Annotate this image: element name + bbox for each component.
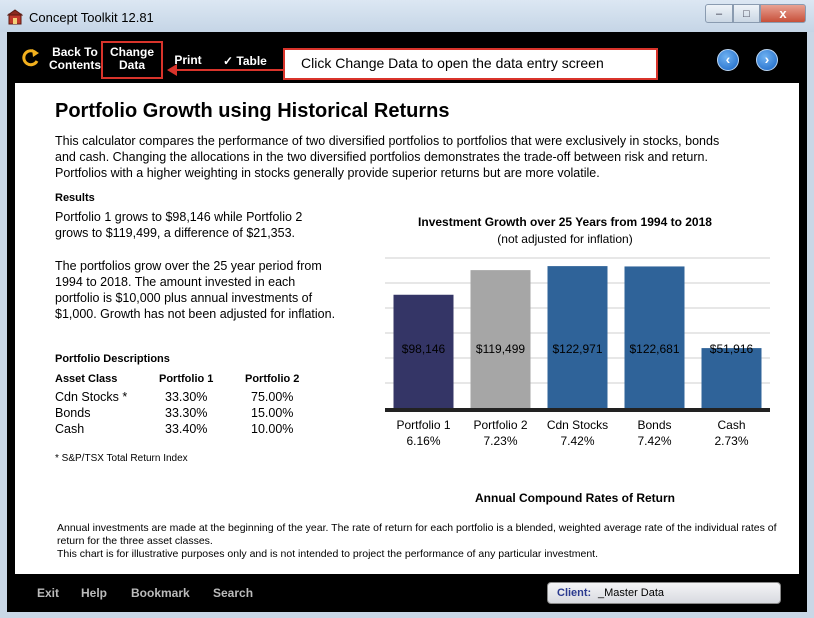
window-title: Concept Toolkit 12.81 bbox=[29, 10, 154, 25]
intro-paragraph: This calculator compares the performance… bbox=[55, 134, 720, 180]
table-row: Bonds 33.30% 15.00% bbox=[55, 405, 325, 421]
chart-x-axis-label: Annual Compound Rates of Return bbox=[475, 491, 675, 505]
table-toggle[interactable]: ✓ Table bbox=[223, 55, 273, 68]
chevron-left-icon: ‹ bbox=[725, 51, 731, 67]
help-button[interactable]: Help bbox=[81, 586, 108, 600]
rate-label: 7.23% bbox=[483, 434, 517, 448]
minimize-button[interactable]: – bbox=[705, 4, 733, 23]
app-icon bbox=[7, 9, 23, 25]
window-controls: – □ x bbox=[705, 4, 808, 23]
instruction-callout: Click Change Data to open the data entry… bbox=[283, 48, 658, 80]
chevron-right-icon: › bbox=[764, 51, 770, 67]
bar-value-label: $51,916 bbox=[710, 342, 754, 356]
disclaimer-line-2: This chart is for illustrative purposes … bbox=[57, 548, 599, 560]
bar-value-label: $98,146 bbox=[402, 342, 446, 356]
chart-bar bbox=[393, 294, 454, 408]
footnote: * S&P/TSX Total Return Index bbox=[55, 453, 188, 464]
table-header-portfolio-1: Portfolio 1 bbox=[159, 373, 214, 385]
client-value: _Master Data bbox=[598, 587, 665, 599]
table-cell: Bonds bbox=[55, 406, 91, 420]
checkmark-icon: ✓ bbox=[223, 54, 234, 68]
table-cell: Cdn Stocks * bbox=[55, 390, 128, 404]
chart-bar bbox=[470, 270, 531, 408]
callout-arrow-icon bbox=[167, 64, 283, 76]
results-heading: Results bbox=[55, 192, 95, 204]
rate-label: 2.73% bbox=[714, 434, 748, 448]
bottom-bar: Exit Help Bookmark Search Client: _Maste… bbox=[7, 574, 807, 612]
table-header-portfolio-2: Portfolio 2 bbox=[245, 373, 300, 385]
growth-chart: Investment Growth over 25 Years from 199… bbox=[365, 203, 770, 513]
rate-label: 6.16% bbox=[406, 434, 440, 448]
app-frame: Back To Contents Change Data Print ✓ Tab… bbox=[7, 32, 807, 612]
close-button[interactable]: x bbox=[760, 4, 806, 23]
table-cell: 75.00% bbox=[251, 390, 294, 404]
exit-button[interactable]: Exit bbox=[37, 586, 60, 600]
results-text: Portfolio 1 grows to $98,146 while Portf… bbox=[55, 210, 303, 240]
print-button[interactable]: Print bbox=[174, 53, 202, 67]
disclaimer: Annual investments are made at the begin… bbox=[57, 522, 787, 561]
disclaimer-line-1: Annual investments are made at the begin… bbox=[57, 522, 777, 547]
x-tick-label: Cash bbox=[717, 418, 745, 432]
bookmark-button[interactable]: Bookmark bbox=[131, 586, 190, 600]
portfolio-descriptions-heading: Portfolio Descriptions bbox=[55, 353, 170, 365]
chart-plot: $98,146 Portfolio 1 6.16% $119,499 Portfolio… bbox=[385, 257, 770, 448]
back-label-line1: Back To bbox=[52, 45, 98, 59]
chart-title: Investment Growth over 25 Years from 199… bbox=[418, 215, 712, 229]
back-arrow-icon bbox=[22, 49, 39, 67]
change-data-line2: Data bbox=[118, 58, 145, 72]
period-text: The portfolios grow over the 25 year per… bbox=[55, 259, 336, 321]
chart-bar bbox=[547, 266, 608, 408]
rate-label: 7.42% bbox=[560, 434, 594, 448]
table-cell: 33.30% bbox=[165, 390, 208, 404]
title-bar[interactable]: Concept Toolkit 12.81 – □ x bbox=[0, 0, 814, 32]
chart-bar bbox=[624, 266, 685, 408]
back-to-contents-button[interactable]: Back To Contents bbox=[19, 45, 101, 73]
table-toggle-label: Table bbox=[236, 54, 267, 68]
rate-label: 7.42% bbox=[637, 434, 671, 448]
client-selector[interactable]: Client: _Master Data bbox=[547, 582, 781, 604]
client-label: Client: bbox=[557, 587, 592, 599]
chart-subtitle: (not adjusted for inflation) bbox=[497, 232, 633, 246]
back-label-line2: Contents bbox=[49, 58, 101, 72]
table-header-asset-class: Asset Class bbox=[55, 373, 118, 385]
x-tick-label: Portfolio 2 bbox=[473, 418, 527, 432]
next-page-button[interactable]: › bbox=[756, 49, 778, 71]
change-data-line1: Change bbox=[109, 45, 154, 59]
chart-bar bbox=[701, 348, 762, 408]
back-to-contents-label: Back To Contents bbox=[45, 46, 105, 72]
table-cell: 10.00% bbox=[251, 422, 294, 436]
table-cell: 33.30% bbox=[165, 406, 208, 420]
x-tick-label: Portfolio 1 bbox=[396, 418, 450, 432]
x-tick-label: Cdn Stocks bbox=[547, 418, 608, 432]
table-row: Cdn Stocks * 33.30% 75.00% bbox=[55, 389, 325, 405]
previous-page-button[interactable]: ‹ bbox=[717, 49, 739, 71]
x-tick-label: Bonds bbox=[637, 418, 671, 432]
table-header-row: Asset Class Portfolio 1 Portfolio 2 bbox=[55, 373, 325, 389]
table-cell: 33.40% bbox=[165, 422, 208, 436]
allocation-table: Asset Class Portfolio 1 Portfolio 2 Cdn … bbox=[55, 373, 325, 437]
change-data-button[interactable]: Change Data bbox=[101, 41, 163, 79]
main-content: Portfolio Growth using Historical Return… bbox=[15, 83, 799, 574]
page-title: Portfolio Growth using Historical Return… bbox=[55, 100, 450, 122]
table-cell: Cash bbox=[55, 422, 85, 436]
toolbar: Back To Contents Change Data Print ✓ Tab… bbox=[7, 32, 807, 82]
table-row: Cash 33.40% 10.00% bbox=[55, 421, 325, 437]
table-cell: 15.00% bbox=[251, 406, 294, 420]
x-axis-baseline bbox=[385, 408, 770, 412]
callout-text: Click Change Data to open the data entry… bbox=[301, 55, 604, 71]
bar-value-label: $122,681 bbox=[629, 342, 679, 356]
bar-value-label: $119,499 bbox=[476, 342, 525, 356]
maximize-button[interactable]: □ bbox=[733, 4, 760, 23]
search-button[interactable]: Search bbox=[213, 586, 254, 600]
bar-value-label: $122,971 bbox=[552, 342, 602, 356]
